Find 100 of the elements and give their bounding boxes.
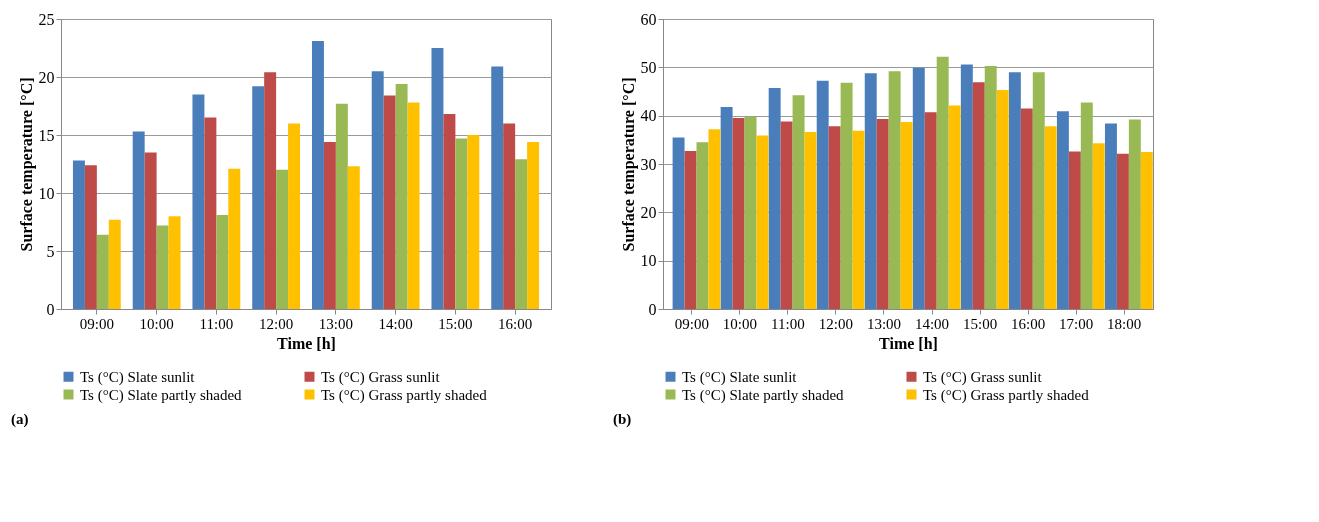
bar (335, 103, 348, 309)
bar (144, 152, 157, 309)
legend-label: Ts (°C) Slate partly shaded (80, 386, 243, 404)
legend-label: Ts (°C) Slate sunlit (80, 368, 196, 386)
bar (1044, 126, 1057, 309)
x-axis-title: Time [h] (277, 334, 336, 352)
bar (816, 80, 829, 309)
bar (840, 82, 853, 309)
legend-label: Ts (°C) Grass partly shaded (321, 386, 488, 404)
bar (407, 102, 420, 309)
text: (b) (613, 411, 632, 428)
y-tick-label: 20 (38, 68, 55, 86)
y-tick-label: 30 (640, 155, 657, 173)
bar (96, 234, 109, 309)
y-tick-label: 5 (46, 242, 55, 260)
bar (1056, 111, 1069, 309)
bar (960, 64, 973, 309)
x-tick-label: 10:00 (139, 315, 174, 332)
x-tick-label: 12:00 (818, 315, 854, 332)
x-tick-label: 17:00 (1059, 315, 1094, 332)
y-tick-label: 25 (38, 10, 55, 28)
bar (347, 166, 360, 309)
bar (996, 90, 1009, 309)
y-tick-label: 20 (640, 203, 657, 221)
y-tick-label: 0 (46, 300, 55, 318)
bar (852, 130, 865, 309)
x-tick-label: 18:00 (1107, 315, 1142, 332)
y-tick-label: 40 (640, 107, 657, 125)
bar (1128, 119, 1141, 309)
bar (527, 141, 540, 309)
bar (491, 66, 504, 309)
x-tick-label: 13:00 (318, 315, 353, 332)
bar (864, 73, 877, 309)
bar (276, 169, 289, 309)
bar (744, 116, 757, 309)
bar (1140, 151, 1153, 309)
x-tick-label: 10:00 (722, 315, 757, 332)
bar (780, 121, 793, 309)
x-tick-label: 15:00 (962, 315, 998, 332)
legend-label: Ts (°C) Grass partly shaded (923, 386, 1090, 404)
y-tick-label: 10 (38, 184, 55, 202)
y-tick-label: 10 (640, 252, 657, 270)
y-tick-label: 0 (648, 300, 657, 318)
bar (443, 114, 456, 309)
bar (792, 95, 805, 309)
bar (1020, 108, 1033, 309)
bar (455, 138, 468, 309)
x-tick-label: 14:00 (914, 315, 950, 332)
bar (431, 48, 444, 309)
bar (228, 168, 241, 309)
x-tick-label: 11:00 (199, 315, 234, 332)
x-tick-label: 11:00 (771, 315, 805, 332)
x-tick-label: 16:00 (498, 315, 533, 332)
bar (804, 132, 817, 309)
bar (84, 165, 97, 309)
bar (216, 215, 229, 309)
legend-label: Ts (°C) Grass sunlit (923, 368, 1043, 386)
x-tick-label: 09:00 (79, 315, 114, 332)
bar (684, 150, 697, 309)
bar (732, 118, 745, 309)
bar (924, 112, 937, 309)
x-axis-title: Time [h] (879, 334, 938, 352)
y-axis-title: Surface temperature [°C] (17, 77, 36, 252)
bar (395, 83, 408, 309)
bar (900, 121, 913, 309)
text: (a) (11, 411, 29, 428)
x-tick-label: 15:00 (438, 315, 473, 332)
bar (720, 106, 733, 309)
bar (1116, 153, 1129, 309)
bar (1008, 72, 1021, 309)
bar (696, 142, 709, 309)
bar (672, 137, 685, 309)
legend-label: Ts (°C) Grass sunlit (321, 368, 441, 386)
bar (467, 135, 480, 309)
bar (948, 105, 961, 309)
bar (264, 72, 277, 309)
bar (1080, 102, 1093, 309)
y-tick-label: 15 (38, 126, 55, 144)
bar (108, 219, 121, 309)
bar (876, 119, 889, 309)
bar (383, 95, 396, 309)
x-tick-label: 12:00 (259, 315, 294, 332)
y-axis-title: Surface temperature [°C] (619, 77, 638, 252)
bar (708, 129, 721, 309)
bar (756, 135, 769, 309)
bar (72, 160, 85, 309)
x-tick-label: 09:00 (674, 315, 709, 332)
legend-label: Ts (°C) Slate partly shaded (682, 386, 845, 404)
bar (323, 141, 336, 309)
bar (768, 88, 781, 309)
bar (984, 65, 997, 309)
bar (972, 82, 985, 309)
bar (156, 225, 169, 309)
bar (515, 159, 528, 309)
y-tick-label: 60 (640, 10, 657, 28)
bar (311, 41, 324, 309)
bar (1068, 151, 1081, 309)
x-tick-label: 14:00 (378, 315, 413, 332)
bar (1104, 123, 1117, 309)
bar (936, 56, 949, 309)
